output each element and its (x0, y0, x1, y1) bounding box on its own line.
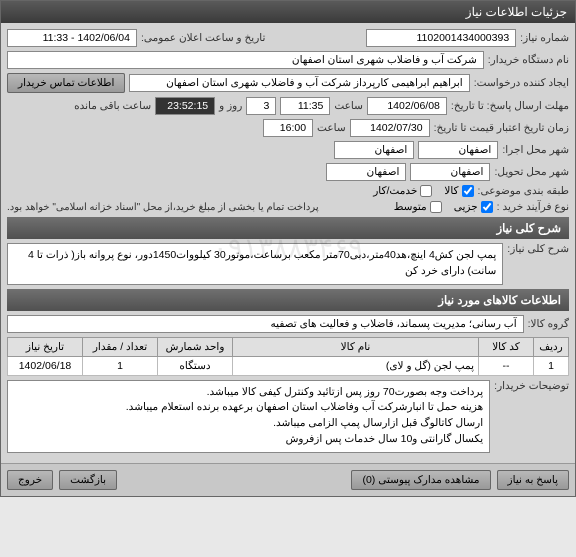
time-label-2: ساعت (317, 122, 346, 134)
remaining-label: ساعت باقی مانده (74, 100, 151, 112)
contact-button[interactable]: اطلاعات تماس خریدار (7, 73, 125, 93)
need-no-field: 1102001434000393 (366, 29, 516, 47)
validity-time-field: 16:00 (263, 119, 313, 137)
form-content: شماره نیاز: 1102001434000393 تاریخ و ساع… (1, 23, 575, 463)
attach-button[interactable]: مشاهده مدارک پیوستی (0) (351, 470, 490, 490)
need-label: شرح کلی نیاز: (507, 243, 569, 255)
table-header-row: ردیف کد کالا نام کالا واحد شمارش تعداد /… (8, 337, 569, 356)
del-city-label: شهر محل تحویل: (494, 166, 569, 178)
cb-low-item[interactable]: جزیی (454, 201, 493, 213)
buyer-label: نام دستگاه خریدار: (488, 54, 569, 66)
exec-province-field: اصفهان (418, 141, 498, 159)
window-title: جزئیات اطلاعات نیاز (466, 5, 567, 19)
td-unit: دستگاه (158, 356, 233, 375)
window: ۰۹۱۳۸۸۳۴۶۹ جزئیات اطلاعات نیاز شماره نیا… (0, 0, 576, 497)
group-label: گروه کالا: (528, 318, 569, 330)
cb-goods-item[interactable]: کالا (444, 185, 473, 197)
del-province-field: اصفهان (410, 163, 490, 181)
exit-button[interactable]: خروج (7, 470, 53, 490)
process-label: نوع فرآیند خرید : (497, 201, 569, 213)
td-row: 1 (534, 356, 569, 375)
deadline-label: مهلت ارسال پاسخ: تا تاریخ: (451, 100, 569, 112)
need-section-header: شرح کلی نیاز (7, 217, 569, 239)
th-code: کد کالا (479, 337, 534, 356)
days-label: روز و (219, 100, 242, 112)
deadline-date-field: 1402/06/08 (367, 97, 447, 115)
cb-med-item[interactable]: متوسط (394, 201, 442, 213)
exec-city-field: اصفهان (334, 141, 414, 159)
th-unit: واحد شمارش (158, 337, 233, 356)
titlebar: جزئیات اطلاعات نیاز (1, 1, 575, 23)
goods-section-header: اطلاعات کالاهای مورد نیاز (7, 289, 569, 311)
th-date: تاریخ نیاز (8, 337, 83, 356)
td-date: 1402/06/18 (8, 356, 83, 375)
payment-note: پرداخت تمام یا بخشی از مبلغ خرید،از محل … (7, 202, 319, 213)
del-city-field: اصفهان (326, 163, 406, 181)
remaining-time-field: 23:52:15 (155, 97, 215, 115)
creator-label: ایجاد کننده درخواست: (474, 77, 569, 89)
deadline-time-field: 11:35 (280, 97, 330, 115)
cb-med[interactable] (430, 201, 442, 213)
need-no-label: شماره نیاز: (520, 32, 569, 44)
group-field: آب رسانی؛ مدیریت پسماند، فاضلاب و فعالیت… (7, 315, 524, 333)
back-button[interactable]: بازگشت (59, 470, 117, 490)
need-text: پمپ لجن کش4 اینچ،هد40متر،دبی70متر مکعب ب… (7, 243, 503, 285)
td-name: پمپ لجن (گل و لای) (233, 356, 479, 375)
td-code: -- (479, 356, 534, 375)
th-row: ردیف (534, 337, 569, 356)
process-checkbox-group: جزیی متوسط (394, 201, 493, 213)
cb-goods[interactable] (462, 185, 474, 197)
goods-table: ردیف کد کالا نام کالا واحد شمارش تعداد /… (7, 337, 569, 376)
cb-low[interactable] (481, 201, 493, 213)
days-field: 3 (246, 97, 276, 115)
td-qty: 1 (83, 356, 158, 375)
pack-checkbox-group: کالا خدمت/کار (373, 185, 473, 197)
announce-field: 1402/06/04 - 11:33 (7, 29, 137, 47)
th-qty: تعداد / مقدار (83, 337, 158, 356)
creator-field: ابراهیم ابراهیمی کارپرداز شرکت آب و فاضل… (129, 74, 469, 92)
validity-label: زمان تاریخ اعتبار قیمت تا تاریخ: (434, 122, 569, 134)
table-row[interactable]: 1 -- پمپ لجن (گل و لای) دستگاه 1 1402/06… (8, 356, 569, 375)
buyer-field: شرکت آب و فاضلاب شهری استان اصفهان (7, 51, 484, 69)
cb-service[interactable] (420, 185, 432, 197)
validity-date-field: 1402/07/30 (350, 119, 430, 137)
footer: پاسخ به نیاز مشاهده مدارک پیوستی (0) باز… (1, 463, 575, 496)
reply-button[interactable]: پاسخ به نیاز (497, 470, 569, 490)
time-label-1: ساعت (334, 100, 363, 112)
notes-text: پرداخت وجه بصورت70 روز پس ازتائید وکنترل… (7, 380, 490, 453)
th-name: نام کالا (233, 337, 479, 356)
announce-label: تاریخ و ساعت اعلان عمومی: (141, 32, 265, 44)
cb-service-item[interactable]: خدمت/کار (373, 185, 432, 197)
exec-city-label: شهر محل اجرا: (502, 144, 569, 156)
notes-label: توضیحات خریدار: (494, 380, 569, 392)
pack-label: طبقه بندی موضوعی: (478, 185, 569, 197)
